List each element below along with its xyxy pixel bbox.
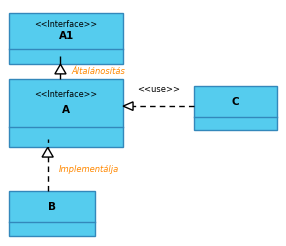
Text: B: B: [48, 202, 56, 212]
Text: <<Interface>>: <<Interface>>: [35, 90, 98, 99]
Polygon shape: [55, 64, 66, 74]
Bar: [9, 79, 123, 147]
Text: <<Interface>>: <<Interface>>: [35, 20, 98, 29]
Text: <<use>>: <<use>>: [137, 85, 180, 94]
Text: C: C: [232, 97, 239, 107]
Text: Általánosítás: Általánosítás: [72, 67, 126, 76]
Text: A1: A1: [59, 31, 74, 41]
Bar: [9, 191, 95, 235]
Polygon shape: [42, 147, 53, 157]
Text: A: A: [62, 105, 70, 115]
Text: Implementálja: Implementálja: [59, 165, 119, 174]
Bar: [194, 86, 277, 130]
Bar: [9, 13, 123, 64]
Polygon shape: [123, 102, 133, 110]
